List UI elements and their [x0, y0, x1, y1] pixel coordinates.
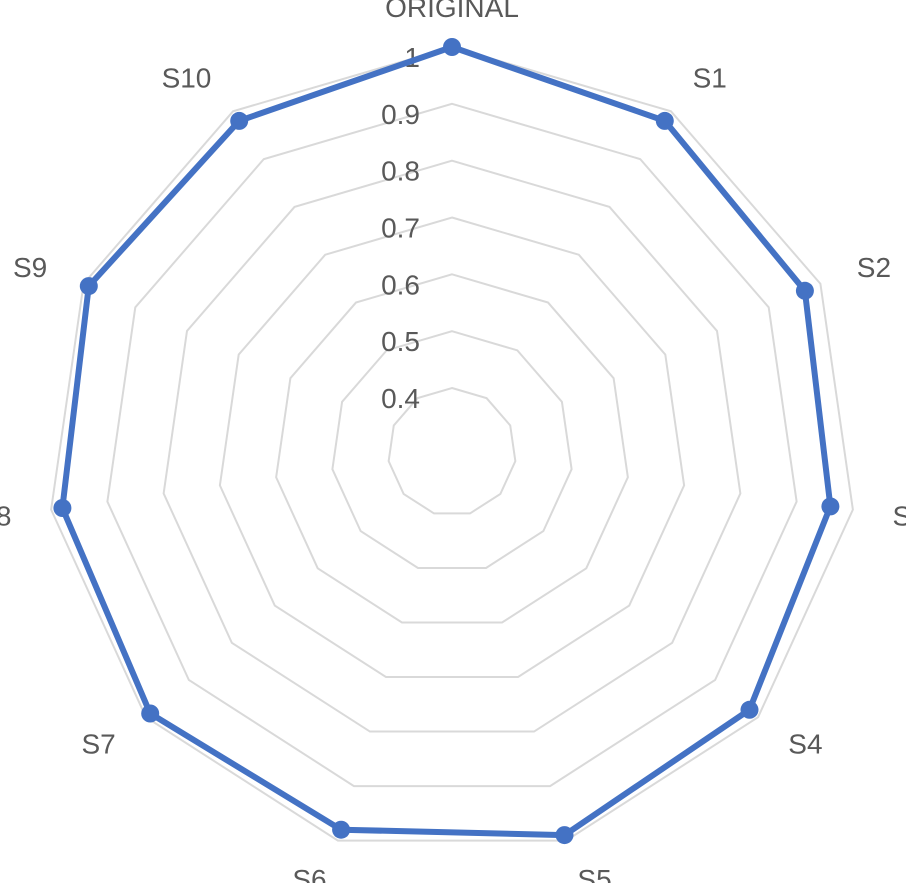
category-label-s10: S10 — [162, 63, 212, 94]
category-label-s6: S6 — [292, 864, 326, 883]
category-label-s1: S1 — [693, 63, 727, 94]
data-point-s1 — [655, 111, 674, 130]
grid-ring-4 — [162, 159, 742, 733]
tick-label: 0.7 — [381, 213, 420, 244]
tick-label: 0.5 — [381, 326, 420, 357]
category-label-s5: S5 — [577, 864, 611, 883]
category-label-s7: S7 — [81, 728, 115, 759]
data-point-s4 — [740, 700, 759, 719]
tick-label: 0.8 — [381, 156, 420, 187]
series — [53, 38, 840, 845]
category-label-original: ORIGINAL — [385, 0, 519, 23]
category-label-s2: S2 — [857, 252, 891, 283]
data-point-s7 — [141, 704, 160, 723]
data-point-s2 — [795, 281, 814, 300]
tick-label: 0.6 — [381, 269, 420, 300]
grid-ring-0 — [387, 386, 517, 515]
radial-tick-labels: 0.40.50.60.70.80.91 — [381, 42, 420, 414]
grid-ring-6 — [50, 45, 854, 842]
data-point-s9 — [79, 277, 98, 296]
category-label-s8: S8 — [0, 500, 12, 531]
grid-ring-5 — [106, 102, 798, 788]
data-point-s3 — [821, 497, 840, 516]
grid-ring-3 — [218, 216, 686, 679]
tick-label: 0.4 — [381, 383, 420, 414]
data-point-s6 — [332, 820, 351, 839]
grid-ring-2 — [275, 273, 629, 624]
tick-label: 0.9 — [381, 99, 420, 130]
data-point-s8 — [53, 499, 72, 517]
data-point-s10 — [230, 111, 249, 130]
category-label-s4: S4 — [788, 728, 822, 759]
data-point-original — [443, 38, 461, 56]
category-label-s9: S9 — [13, 252, 47, 283]
grid — [50, 45, 854, 842]
grid-ring-1 — [331, 330, 573, 569]
series-line-0 — [59, 44, 834, 839]
data-point-s5 — [555, 826, 574, 845]
category-label-s3: S3 — [893, 500, 906, 531]
